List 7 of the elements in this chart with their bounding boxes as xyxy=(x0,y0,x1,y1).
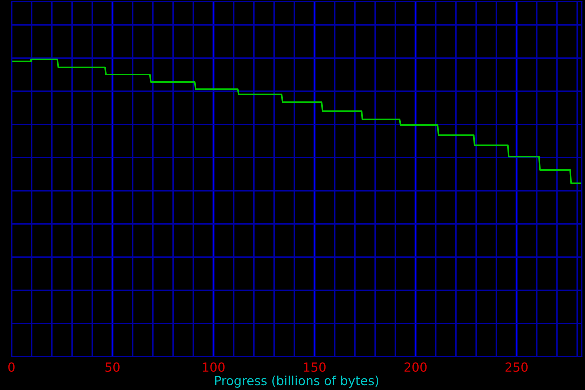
x-tick-label: 50 xyxy=(106,362,120,372)
x-tick-label: 100 xyxy=(203,362,225,372)
x-tick-label: 250 xyxy=(506,362,528,372)
x-tick-label: 0 xyxy=(8,362,15,372)
x-axis-title: Progress (billions of bytes) xyxy=(215,376,379,388)
x-tick-label: 200 xyxy=(404,362,427,372)
x-tick-label: 150 xyxy=(304,362,326,372)
